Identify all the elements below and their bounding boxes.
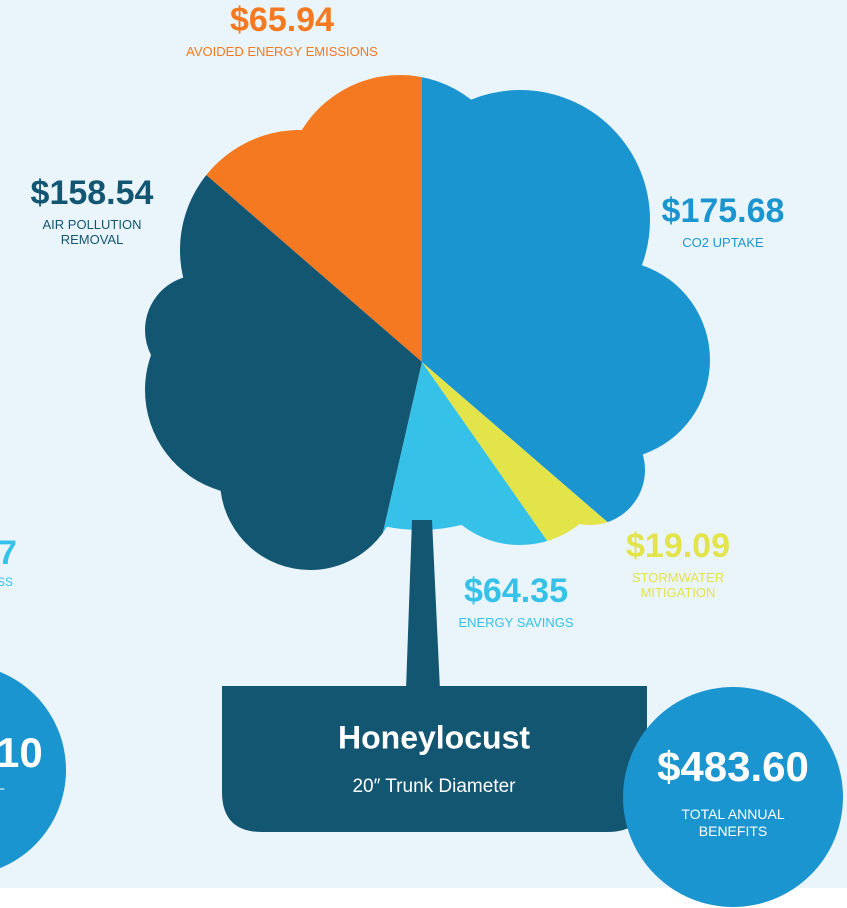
category-label: ENERGY SAVINGS: [458, 615, 574, 630]
value-label: $175.68: [662, 192, 785, 230]
pot: [222, 686, 647, 832]
cut-off-circle: [0, 671, 66, 869]
value-label: $65.94: [230, 1, 334, 39]
cut-off-value: 7: [0, 534, 17, 572]
trunk-diameter: 20″ Trunk Diameter: [352, 776, 516, 797]
value-label: $19.09: [626, 527, 730, 565]
category-label: STORMWATER MITIGATION: [631, 570, 725, 600]
cut-off-caption: SS: [0, 575, 13, 589]
value-label: $64.35: [464, 572, 568, 610]
category-box: AIR POLLUTION REMOVAL: [42, 217, 142, 247]
category-label: AIR POLLUTION REMOVAL: [42, 217, 142, 247]
pie-wedge: [422, 75, 710, 570]
category-label: CO2 UPTAKE: [682, 235, 764, 250]
tree-name: Honeylocust: [338, 719, 530, 755]
category-box: STORMWATER MITIGATION: [631, 570, 725, 600]
total-circle: [623, 687, 843, 907]
total-caption: TOTAL ANNUAL BENEFITS: [681, 806, 785, 839]
cut-off-total: 10: [0, 729, 43, 776]
value-label: $158.54: [31, 174, 154, 212]
total-value: $483.60: [657, 743, 809, 790]
trunk: [406, 520, 440, 690]
total-caption-box: TOTAL ANNUAL BENEFITS: [681, 806, 785, 839]
cut-off-total-caption: L: [0, 777, 5, 793]
category-box: ENERGY SAVINGS: [458, 615, 574, 630]
category-box: CO2 UPTAKE: [682, 235, 764, 250]
category-label: AVOIDED ENERGY EMISSIONS: [186, 44, 378, 59]
pie-wedge: [145, 86, 422, 570]
pie-wedge: [145, 75, 422, 362]
pie-wedge: [328, 362, 663, 570]
category-box: AVOIDED ENERGY EMISSIONS: [186, 44, 378, 59]
